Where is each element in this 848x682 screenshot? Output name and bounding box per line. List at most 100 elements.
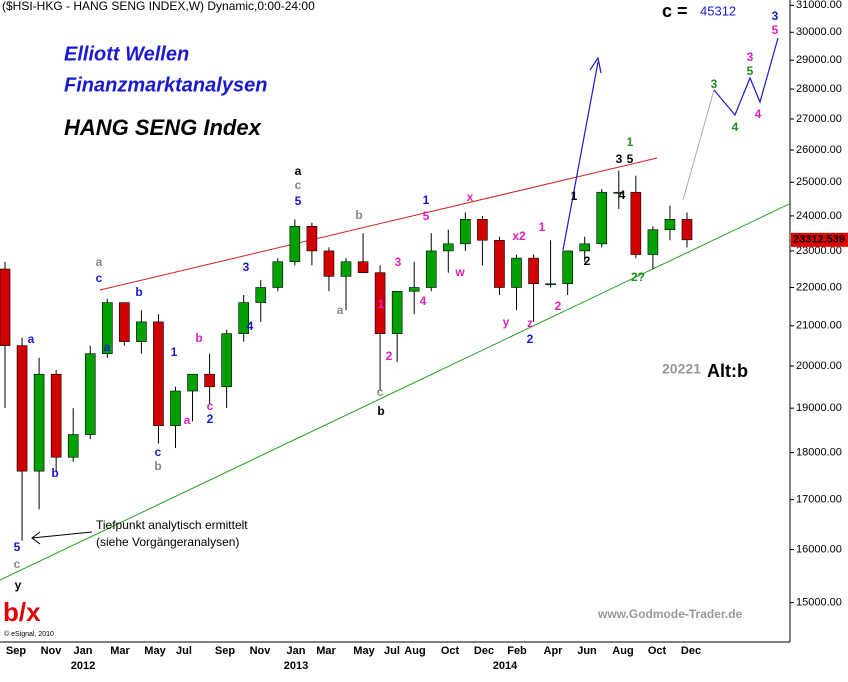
candle-body <box>84 353 96 435</box>
candle-body <box>272 261 284 288</box>
source: www.Godmode-Trader.de <box>597 607 743 621</box>
wave-label: 5 <box>747 64 754 78</box>
wave-label: 3 <box>711 77 718 91</box>
heading: Finanzmarktanalysen <box>64 74 267 96</box>
wave-label: 5 <box>295 194 302 208</box>
projection-gray <box>682 89 715 201</box>
copyright: © eSignal, 2010 <box>4 630 54 638</box>
wave-label: 5 <box>423 209 430 223</box>
alt-label: Alt:b <box>707 361 748 381</box>
candle-body <box>238 302 249 334</box>
candle-body <box>562 250 573 285</box>
y-tick-label: 24000.00 <box>796 210 842 222</box>
x-tick-label: Nov <box>41 645 63 657</box>
candle-body <box>187 373 198 392</box>
wave-label: 4 <box>755 107 762 121</box>
y-tick-label: 26000.00 <box>796 144 842 156</box>
wave-label: a <box>28 332 35 346</box>
wave-label: c <box>96 271 103 285</box>
candle-body <box>613 191 625 194</box>
x-tick-label: Aug <box>404 645 425 657</box>
wave-label: c <box>207 399 214 413</box>
wave-label: b <box>355 208 362 222</box>
candle-body <box>67 434 79 458</box>
y-tick-label: 29000.00 <box>796 54 842 66</box>
wave-label: a <box>184 413 191 427</box>
candle-body <box>596 191 608 245</box>
candle-body <box>374 272 386 334</box>
x-tick-label: Mar <box>316 645 336 657</box>
candle-body <box>357 261 369 273</box>
wave-label: b <box>195 331 202 345</box>
wave-label: a <box>337 303 344 317</box>
candle-body <box>442 243 454 252</box>
candles <box>0 170 693 541</box>
y-tick-label: 15000.00 <box>796 597 842 609</box>
heading: HANG SENG Index <box>64 115 262 140</box>
wave-label: 3 <box>747 50 754 64</box>
candle-body <box>630 191 642 255</box>
candle-body <box>221 333 232 388</box>
x-tick-label: Jul <box>384 645 400 657</box>
target-label: c = <box>662 1 688 21</box>
wave-label: 2? <box>631 270 645 284</box>
candle-body <box>477 219 488 241</box>
candle-body <box>119 302 130 342</box>
y-tick-label: 27000.00 <box>796 113 842 125</box>
wave-label: 2 <box>527 332 534 346</box>
wave-label: 1 <box>423 193 430 207</box>
x-tick-label: May <box>144 645 166 657</box>
year-label: 2014 <box>493 660 518 672</box>
x-tick-label: Jan <box>287 645 306 657</box>
x-tick-label: Jun <box>577 645 597 657</box>
wave-label: 1 <box>571 189 578 203</box>
candle-body <box>340 261 352 277</box>
candle-body <box>306 225 318 252</box>
wave-label: y <box>503 315 510 329</box>
candle-body <box>545 283 556 286</box>
x-tick-label: Jul <box>176 645 192 657</box>
candle-body <box>579 243 591 252</box>
wave-label: 4 <box>619 188 626 202</box>
heading: Elliott Wellen <box>64 43 189 65</box>
note: (siehe Vorgängeranalysen) <box>96 535 239 549</box>
wave-label: 3 <box>243 260 250 274</box>
wave-label: 2 <box>555 299 562 313</box>
candle-body <box>16 345 28 472</box>
candle-body <box>102 302 113 354</box>
note-arrow-head <box>31 531 41 545</box>
projection-arrow <box>562 61 599 251</box>
last-price-label: 23312.539 <box>793 234 845 246</box>
wave-label: 2 <box>386 349 393 363</box>
big-label: b/x <box>3 597 41 627</box>
wave-label: c <box>377 385 384 399</box>
year-label: 2013 <box>284 660 308 672</box>
candle-body <box>0 268 11 346</box>
wave-label: 3 <box>772 9 779 23</box>
x-tick-label: Feb <box>507 645 527 657</box>
x-tick-label: Jan <box>74 645 93 657</box>
x-tick-label: Aug <box>612 645 633 657</box>
x-tick-label: Dec <box>681 645 701 657</box>
wave-label: c <box>14 557 21 571</box>
wave-label: 2 <box>584 254 591 268</box>
wave-label: w <box>454 265 465 279</box>
overlays <box>0 37 790 581</box>
x-tick-label: May <box>353 645 375 657</box>
y-tick-label: 21000.00 <box>796 320 842 332</box>
y-tick-label: 19000.00 <box>796 402 842 414</box>
wave-label: x2 <box>512 229 526 243</box>
candle-body <box>323 250 335 277</box>
wave-label: c <box>155 445 162 459</box>
target-value: 45312 <box>700 3 736 18</box>
x-tick-label: Nov <box>250 645 272 657</box>
x-tick-label: Apr <box>544 645 564 657</box>
wave-label: 4 <box>420 294 427 308</box>
candle-body <box>647 229 659 255</box>
candle-body <box>681 219 693 241</box>
wave-label: x <box>467 190 474 204</box>
last-price-box <box>791 232 848 247</box>
wave-label: 3 <box>616 152 623 166</box>
y-tick-label: 20000.00 <box>796 360 842 372</box>
wave-label: b <box>51 466 58 480</box>
